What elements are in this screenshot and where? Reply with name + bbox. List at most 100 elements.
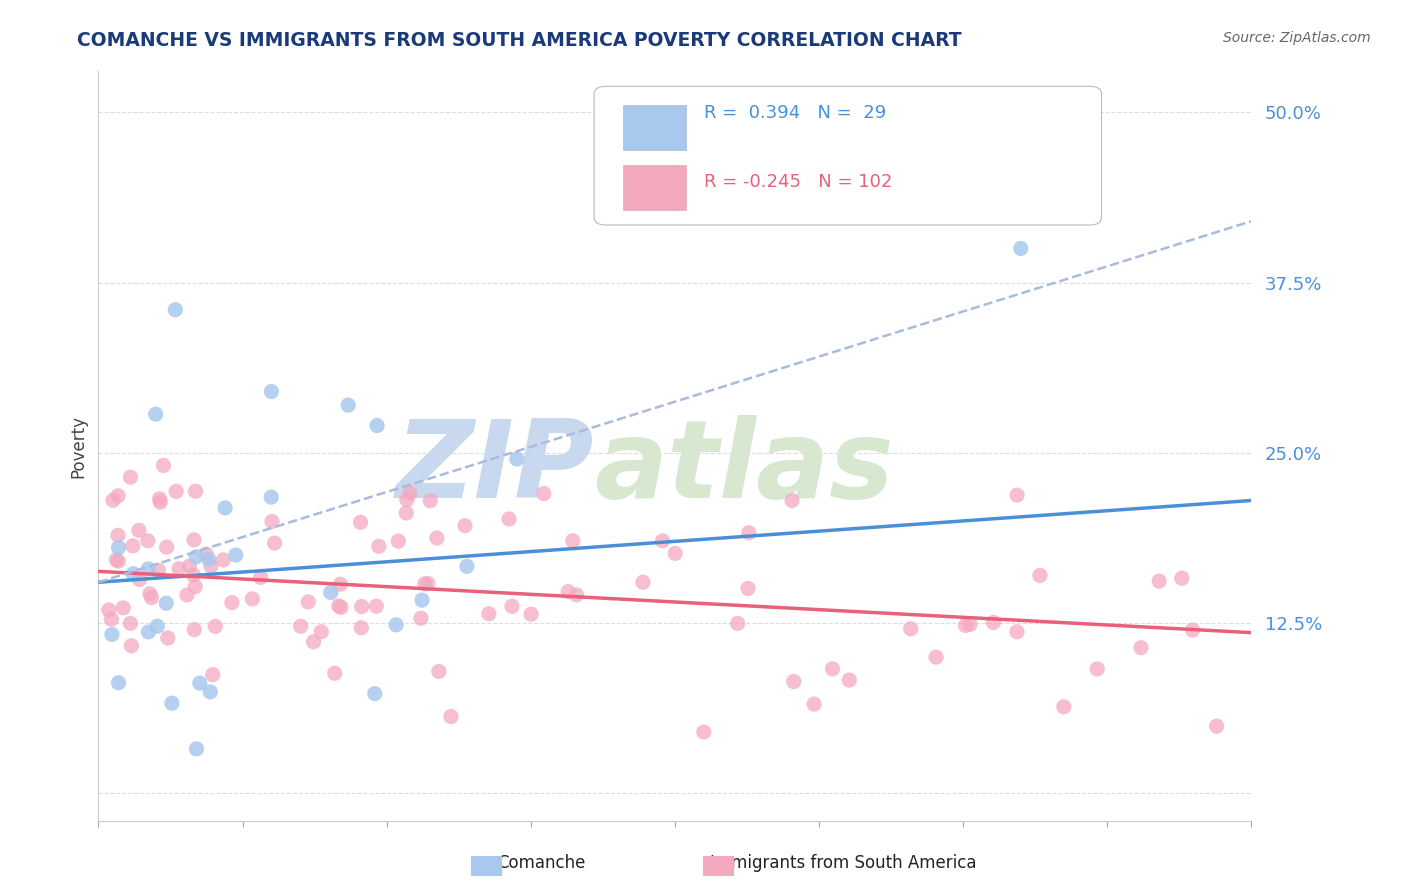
Point xyxy=(329,577,352,591)
Point xyxy=(155,596,177,610)
Point xyxy=(651,533,673,548)
Point xyxy=(478,607,501,621)
Point xyxy=(107,528,129,542)
Point xyxy=(146,619,169,633)
Point xyxy=(533,486,555,500)
Point xyxy=(136,533,159,548)
FancyBboxPatch shape xyxy=(595,87,1101,225)
Point xyxy=(260,490,283,504)
Point xyxy=(107,541,129,555)
Point xyxy=(138,624,160,639)
Point xyxy=(105,553,128,567)
Point xyxy=(167,562,190,576)
Point xyxy=(200,559,222,574)
Text: ZIP: ZIP xyxy=(396,416,595,522)
Point xyxy=(319,585,342,599)
Point xyxy=(900,622,922,636)
Point xyxy=(309,624,332,639)
Point xyxy=(1029,568,1052,582)
Text: COMANCHE VS IMMIGRANTS FROM SOUTH AMERICA POVERTY CORRELATION CHART: COMANCHE VS IMMIGRANTS FROM SOUTH AMERIC… xyxy=(77,31,962,50)
Point xyxy=(366,599,388,614)
Point xyxy=(1171,571,1194,585)
Point xyxy=(183,623,205,637)
Point xyxy=(107,554,129,568)
Point xyxy=(225,548,247,562)
Point xyxy=(120,639,142,653)
Point xyxy=(454,518,477,533)
Point xyxy=(440,709,463,723)
Point xyxy=(97,603,120,617)
Text: R = -0.245   N = 102: R = -0.245 N = 102 xyxy=(704,173,891,191)
Point xyxy=(149,495,172,509)
Point xyxy=(409,611,432,625)
Point xyxy=(411,593,433,607)
Point xyxy=(349,516,371,530)
Point xyxy=(240,591,263,606)
FancyBboxPatch shape xyxy=(623,105,686,150)
Point xyxy=(821,662,844,676)
Point xyxy=(783,674,806,689)
FancyBboxPatch shape xyxy=(623,165,686,210)
Text: Comanche: Comanche xyxy=(498,855,585,872)
Point xyxy=(214,500,236,515)
Point xyxy=(145,407,167,421)
Point xyxy=(426,531,449,545)
Point xyxy=(152,458,174,473)
Point xyxy=(738,525,761,540)
Point xyxy=(136,562,159,576)
Point xyxy=(557,584,579,599)
Point xyxy=(399,486,422,500)
Point xyxy=(198,552,221,566)
Point xyxy=(561,533,583,548)
Point xyxy=(165,302,187,317)
Point xyxy=(1085,662,1108,676)
Point xyxy=(350,621,373,635)
Point xyxy=(297,595,319,609)
Point xyxy=(419,493,441,508)
Point xyxy=(100,612,122,626)
Point xyxy=(156,540,179,554)
Point xyxy=(330,600,353,615)
Point xyxy=(107,489,129,503)
Point xyxy=(1005,488,1028,502)
Point xyxy=(204,619,226,633)
Point xyxy=(249,570,271,584)
Point xyxy=(186,549,208,564)
Point xyxy=(156,631,179,645)
Point xyxy=(148,563,170,577)
Point xyxy=(200,685,222,699)
Text: R =  0.394   N =  29: R = 0.394 N = 29 xyxy=(704,103,886,121)
Point xyxy=(120,470,142,484)
Point xyxy=(328,599,350,613)
Point xyxy=(201,667,224,681)
Point xyxy=(176,588,198,602)
Point xyxy=(1010,242,1032,256)
Point xyxy=(337,398,360,412)
Y-axis label: Poverty: Poverty xyxy=(69,415,87,477)
Point xyxy=(183,568,205,582)
Point xyxy=(101,627,124,641)
Point xyxy=(838,673,860,687)
Point xyxy=(366,418,388,433)
Point xyxy=(260,515,283,529)
Point xyxy=(427,665,450,679)
Point xyxy=(221,596,243,610)
Point xyxy=(122,566,145,581)
Point xyxy=(727,616,749,631)
Point xyxy=(165,484,187,499)
Point xyxy=(925,650,948,665)
Point xyxy=(128,524,150,538)
Point xyxy=(959,617,981,632)
Text: Source: ZipAtlas.com: Source: ZipAtlas.com xyxy=(1223,31,1371,45)
Point xyxy=(737,582,759,596)
Point xyxy=(128,573,150,587)
Point xyxy=(149,491,172,506)
Point xyxy=(364,687,387,701)
Point xyxy=(803,697,825,711)
Point xyxy=(501,599,523,614)
Point xyxy=(184,484,207,499)
Point xyxy=(184,580,207,594)
Point xyxy=(139,587,162,601)
Point xyxy=(212,553,235,567)
Point xyxy=(183,533,205,547)
